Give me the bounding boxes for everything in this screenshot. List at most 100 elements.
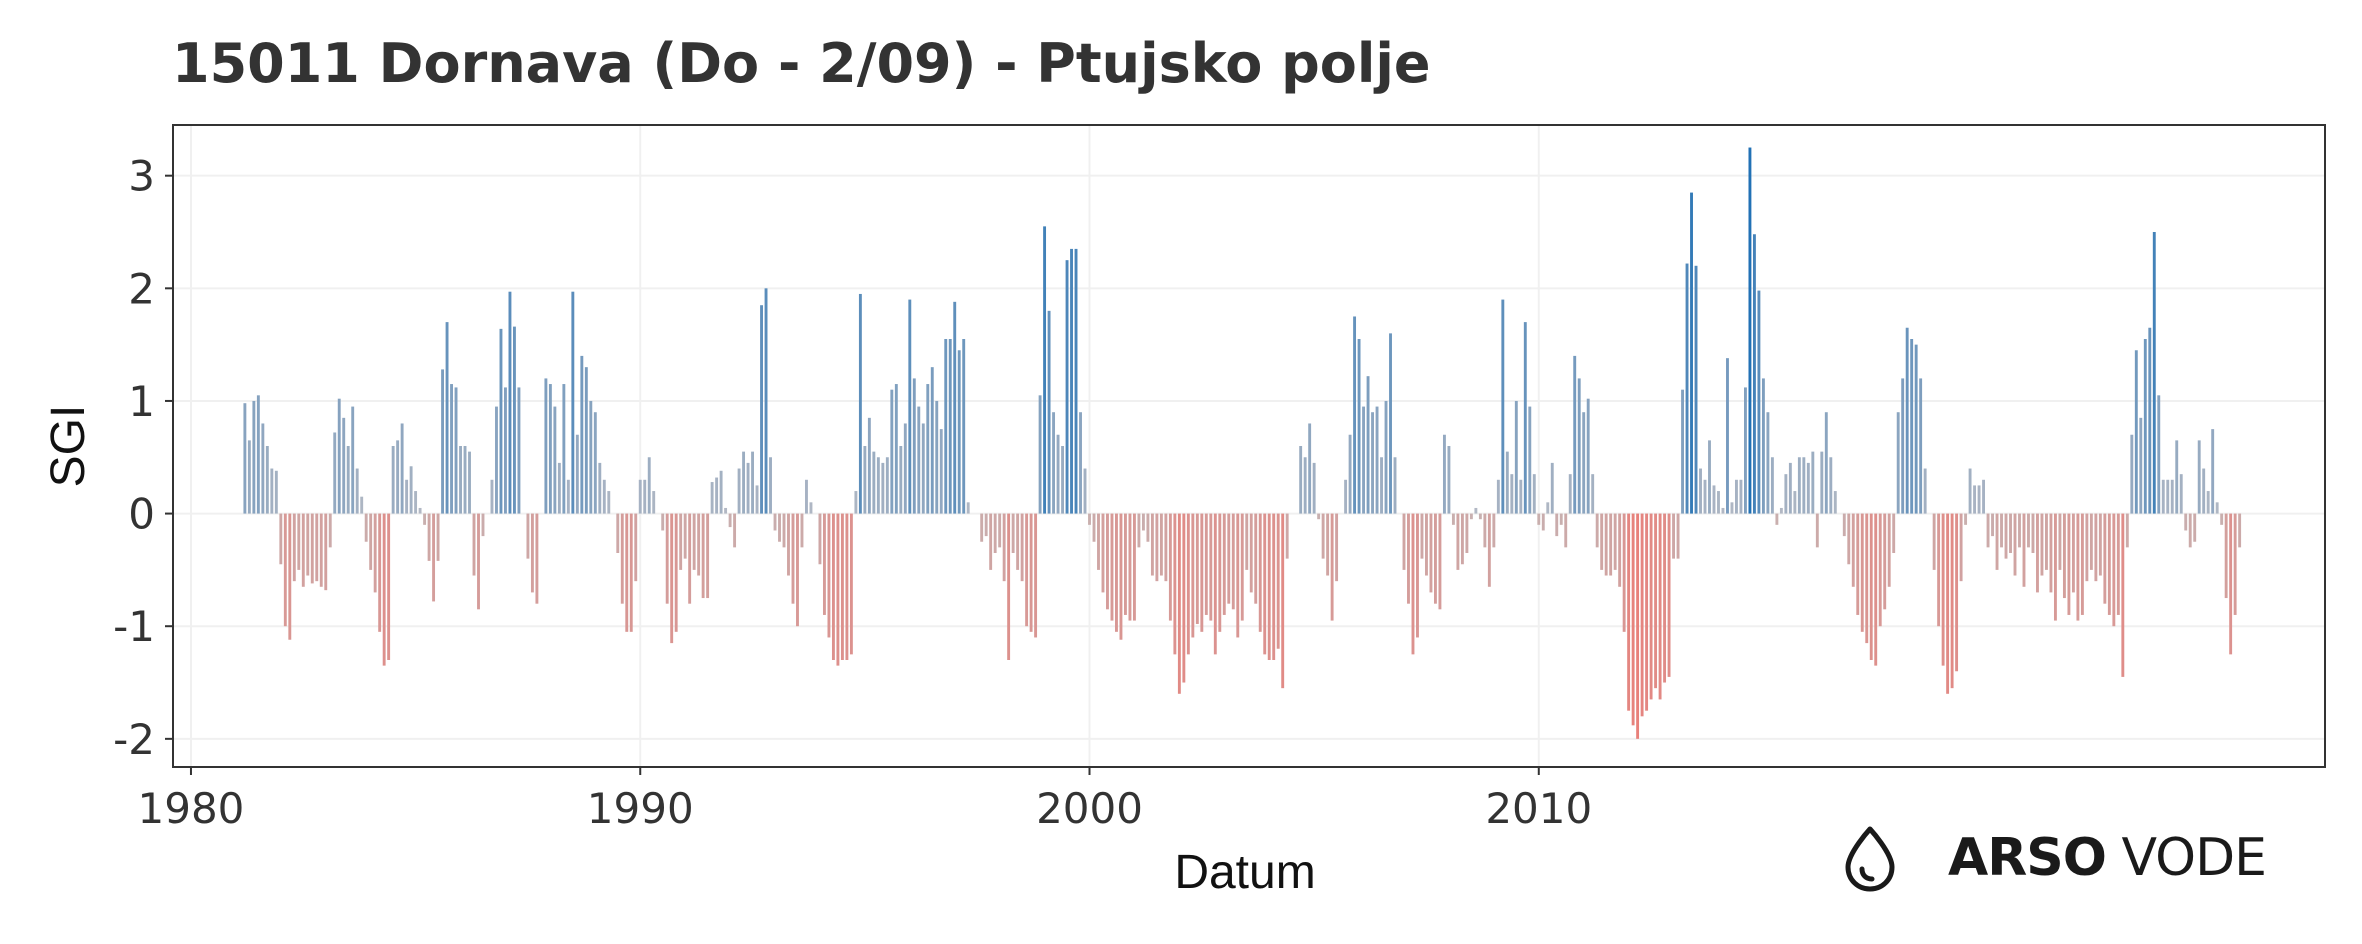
sgi-bar bbox=[1326, 513, 1330, 576]
sgi-bar bbox=[755, 485, 759, 514]
sgi-bar bbox=[1600, 513, 1604, 570]
sgi-bar bbox=[418, 507, 422, 514]
sgi-bar bbox=[274, 470, 278, 514]
sgi-bar bbox=[1303, 457, 1307, 514]
sgi-bar bbox=[2184, 513, 2188, 531]
sgi-bar bbox=[1708, 440, 1711, 514]
sgi-bar bbox=[1932, 513, 1936, 570]
sgi-bar bbox=[1411, 513, 1415, 655]
sgi-bar bbox=[1645, 513, 1649, 711]
sgi-bar bbox=[2130, 434, 2134, 514]
sgi-bar bbox=[256, 395, 260, 514]
sgi-bar bbox=[2229, 513, 2233, 655]
sgi-bar bbox=[2188, 513, 2192, 548]
sgi-bar bbox=[247, 440, 251, 514]
sgi-bar bbox=[1128, 513, 1132, 621]
sgi-bar bbox=[1092, 513, 1096, 542]
y-tick-label: -2 bbox=[113, 715, 155, 764]
sgi-bar bbox=[1865, 513, 1869, 644]
sgi-bar bbox=[423, 513, 427, 525]
sgi-bar bbox=[1532, 474, 1536, 514]
sgi-bar bbox=[360, 496, 364, 514]
sgi-bar bbox=[760, 305, 763, 514]
sgi-bar bbox=[2013, 513, 2017, 576]
sgi-bar bbox=[1501, 299, 1505, 514]
sgi-bar bbox=[1788, 462, 1792, 514]
sgi-bar bbox=[477, 513, 480, 610]
sgi-bar bbox=[252, 400, 256, 514]
sgi-bar bbox=[1442, 434, 1446, 514]
sgi-bar bbox=[2121, 513, 2125, 677]
sgi-bar bbox=[966, 502, 970, 514]
arso-vode-logo: ARSO VODE bbox=[1840, 818, 2267, 898]
sgi-bar bbox=[1182, 513, 1186, 683]
sgi-bar bbox=[881, 462, 885, 514]
sgi-bar bbox=[1685, 263, 1689, 514]
sgi-bar bbox=[1276, 513, 1280, 649]
sgi-bar bbox=[292, 513, 296, 582]
sgi-bar bbox=[1191, 513, 1195, 638]
sgi-bar bbox=[1002, 513, 1006, 582]
sgi-bar bbox=[1658, 513, 1662, 700]
sgi-bar bbox=[526, 513, 530, 559]
sgi-bar bbox=[1258, 513, 1262, 632]
sgi-bar bbox=[2134, 350, 2138, 514]
sgi-bar bbox=[535, 513, 539, 604]
sgi-bar bbox=[1676, 513, 1680, 559]
sgi-bar bbox=[822, 513, 826, 615]
sgi-bar bbox=[876, 457, 880, 514]
sgi-bar bbox=[1559, 513, 1563, 525]
sgi-bar bbox=[1730, 502, 1734, 514]
y-tick-label: 3 bbox=[128, 152, 155, 201]
sgi-bar bbox=[791, 513, 795, 604]
sgi-bar bbox=[2045, 513, 2048, 570]
sgi-bar bbox=[1267, 513, 1271, 660]
sgi-bar bbox=[2036, 513, 2039, 593]
sgi-bar bbox=[1115, 513, 1118, 632]
sgi-bar bbox=[1941, 513, 1945, 666]
x-axis: 1980 1990 2000 2010 bbox=[138, 767, 1592, 833]
sgi-bar bbox=[1209, 513, 1213, 621]
sgi-bar bbox=[1231, 513, 1235, 610]
sgi-bar bbox=[1429, 513, 1433, 593]
sgi-bar bbox=[530, 513, 534, 593]
sgi-bar bbox=[261, 423, 265, 514]
sgi-bar bbox=[831, 513, 835, 660]
sgi-bar bbox=[553, 406, 557, 514]
sgi-bar bbox=[1245, 513, 1249, 570]
sgi-bar bbox=[1357, 339, 1361, 514]
sgi-bar bbox=[724, 507, 728, 514]
sgi-bar bbox=[1982, 479, 1985, 514]
sgi-bar bbox=[2139, 417, 2143, 514]
sgi-bar bbox=[625, 513, 629, 632]
chart-title: 15011 Dornava (Do - 2/09) - Ptujsko polj… bbox=[172, 32, 1431, 95]
sgi-bar bbox=[1353, 316, 1357, 514]
sgi-bar bbox=[1047, 310, 1051, 514]
sgi-bar bbox=[2071, 513, 2075, 593]
sgi-bar bbox=[939, 429, 943, 514]
sgi-bar bbox=[1744, 387, 1747, 514]
sgi-bar bbox=[387, 513, 391, 660]
sgi-bar bbox=[342, 417, 346, 514]
sgi-bar bbox=[1937, 513, 1941, 627]
brand-light-text: VODE bbox=[2121, 828, 2266, 888]
sgi-bar bbox=[481, 513, 485, 537]
sgi-bar bbox=[382, 513, 386, 666]
sgi-bar bbox=[1263, 513, 1267, 655]
sgi-bar bbox=[499, 328, 503, 514]
sgi-bar bbox=[400, 423, 404, 514]
sgi-bar bbox=[1052, 412, 1056, 514]
water-drop-icon bbox=[1845, 826, 1895, 892]
sgi-bar bbox=[1847, 513, 1851, 565]
sgi-bar bbox=[1815, 513, 1819, 548]
sgi-bar bbox=[2009, 513, 2012, 553]
sgi-bar bbox=[1177, 513, 1181, 694]
sgi-bar bbox=[1905, 327, 1909, 514]
sgi-bar bbox=[1784, 474, 1788, 514]
sgi-bar bbox=[1609, 513, 1613, 576]
sgi-bar bbox=[1416, 513, 1419, 638]
sgi-bar bbox=[1672, 513, 1675, 559]
sgi-bar bbox=[1901, 378, 1905, 514]
sgi-bar bbox=[1618, 513, 1622, 587]
sgi-bar bbox=[1465, 513, 1469, 553]
